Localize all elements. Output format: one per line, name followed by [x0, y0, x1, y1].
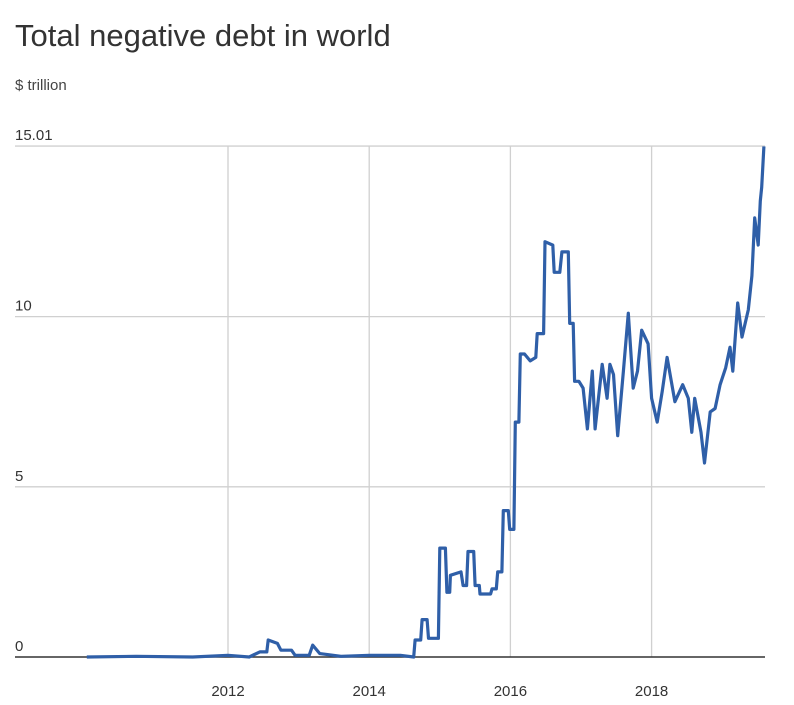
chart-subtitle: $ trillion [15, 77, 67, 94]
chart-title: Total negative debt in world [15, 18, 391, 53]
series-line-total-negative-debt [86, 146, 766, 659]
y-tick-label: 15.01 [15, 127, 53, 144]
x-tick-label: 2016 [494, 683, 527, 700]
y-tick-label: 0 [15, 638, 23, 655]
y-tick-label: 10 [15, 298, 32, 315]
y-tick-label: 5 [15, 468, 23, 485]
x-tick-label: 2012 [211, 683, 244, 700]
x-tick-label: 2018 [635, 683, 668, 700]
x-tick-label: 2014 [353, 683, 386, 700]
